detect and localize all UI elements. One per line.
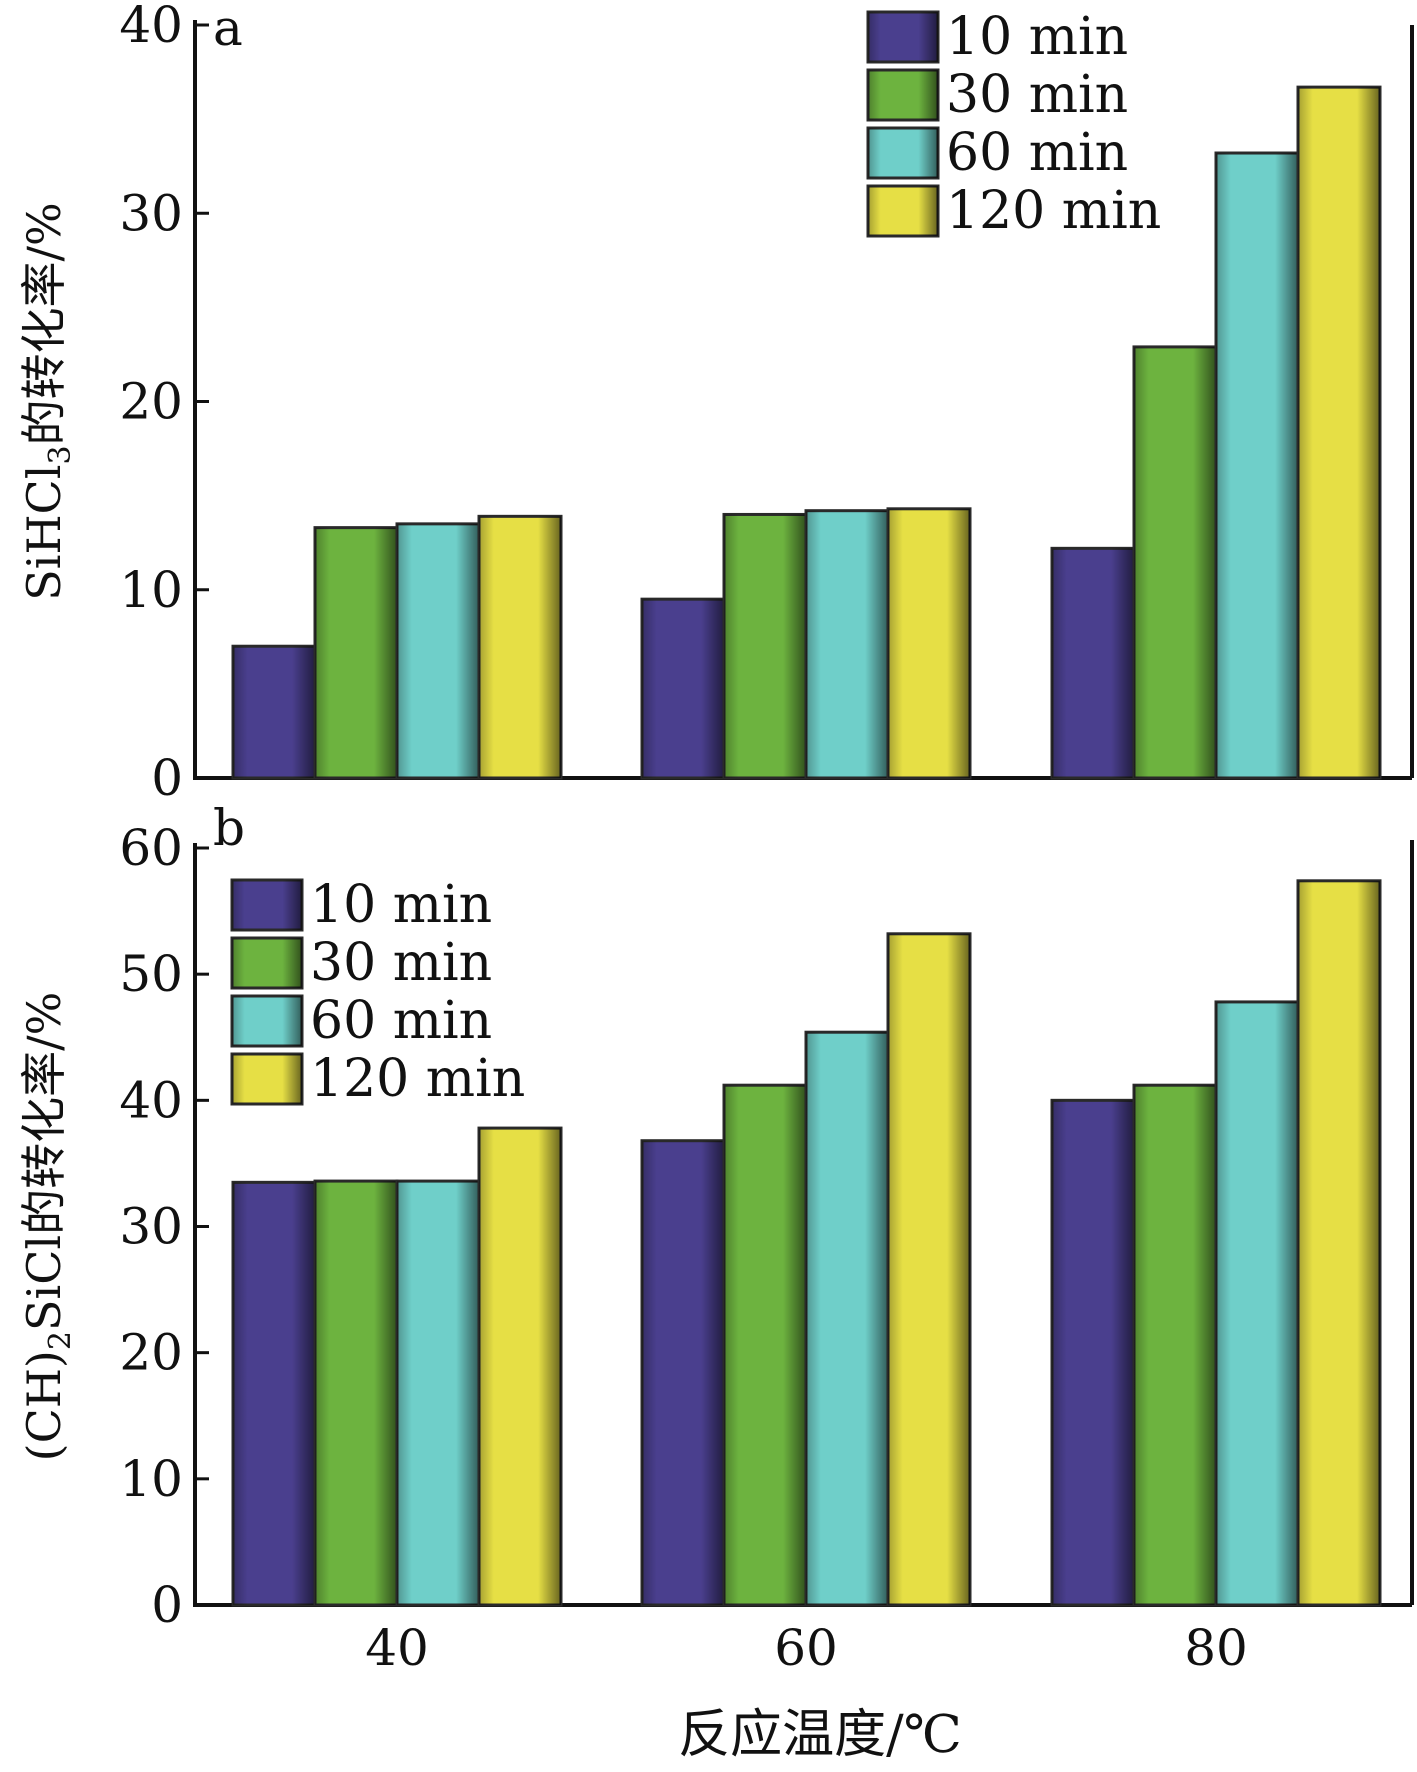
bar-shading xyxy=(1052,1100,1134,1605)
legend-label: 60 min xyxy=(310,991,492,1051)
legend-swatch-shading xyxy=(232,996,302,1046)
x-tick-label: 40 xyxy=(365,1619,429,1677)
bar-shading xyxy=(315,1181,397,1605)
legend-label: 10 min xyxy=(946,7,1128,67)
y-tick-label: 20 xyxy=(119,373,183,431)
legend-swatch-shading xyxy=(868,12,938,62)
bar-shading xyxy=(1298,880,1380,1605)
bar-shading xyxy=(806,510,888,778)
legend-swatch-shading xyxy=(868,186,938,236)
y-tick-label: 40 xyxy=(119,1071,183,1129)
panel-letter: a xyxy=(213,0,243,57)
bar-shading xyxy=(233,646,315,778)
legend-label: 60 min xyxy=(946,123,1128,183)
y-tick-label: 0 xyxy=(151,1576,183,1634)
x-tick-label: 60 xyxy=(774,1619,838,1677)
y-tick-label: 30 xyxy=(119,184,183,242)
bar-shading xyxy=(724,514,806,778)
legend-label: 10 min xyxy=(310,875,492,935)
y-tick-label: 60 xyxy=(119,819,183,877)
y-axis-title: SiHCl3的转化率/% xyxy=(17,202,78,601)
bar-shading xyxy=(888,933,970,1605)
y-tick-label: 40 xyxy=(119,0,183,54)
bar-shading xyxy=(479,516,561,778)
bar-shading xyxy=(315,527,397,778)
bar-shading xyxy=(397,523,479,778)
legend-label: 30 min xyxy=(310,933,492,993)
x-tick-label: 80 xyxy=(1184,1619,1248,1677)
x-axis-title: 反应温度/℃ xyxy=(678,1705,962,1765)
y-tick-label: 10 xyxy=(119,1450,183,1508)
bar-shading xyxy=(724,1085,806,1605)
bar-shading xyxy=(642,1140,724,1605)
bar-shading xyxy=(1216,1001,1298,1605)
legend-swatch-shading xyxy=(232,880,302,930)
bar-shading xyxy=(233,1182,315,1605)
bar-shading xyxy=(1052,548,1134,778)
y-tick-label: 10 xyxy=(119,561,183,619)
bar-shading xyxy=(479,1128,561,1605)
legend-label: 120 min xyxy=(310,1049,525,1109)
y-tick-label: 50 xyxy=(119,945,183,1003)
legend-swatch-shading xyxy=(868,128,938,178)
bar-shading xyxy=(1298,87,1380,778)
y-tick-label: 20 xyxy=(119,1324,183,1382)
bar-shading xyxy=(642,599,724,778)
legend-swatch-shading xyxy=(232,938,302,988)
bar-shading xyxy=(888,508,970,778)
legend-label: 30 min xyxy=(946,65,1128,125)
bar-shading xyxy=(1134,346,1216,778)
legend-swatch-shading xyxy=(868,70,938,120)
panel-letter: b xyxy=(213,799,245,857)
bar-shading xyxy=(1216,153,1298,778)
bar-shading xyxy=(1134,1085,1216,1605)
legend-swatch-shading xyxy=(232,1054,302,1104)
y-tick-label: 0 xyxy=(151,749,183,807)
y-tick-label: 30 xyxy=(119,1198,183,1256)
bar-shading xyxy=(397,1181,479,1605)
legend-label: 120 min xyxy=(946,181,1161,241)
bar-shading xyxy=(806,1032,888,1605)
y-axis-title: (CH)2SiCl的转化率/% xyxy=(17,992,78,1462)
